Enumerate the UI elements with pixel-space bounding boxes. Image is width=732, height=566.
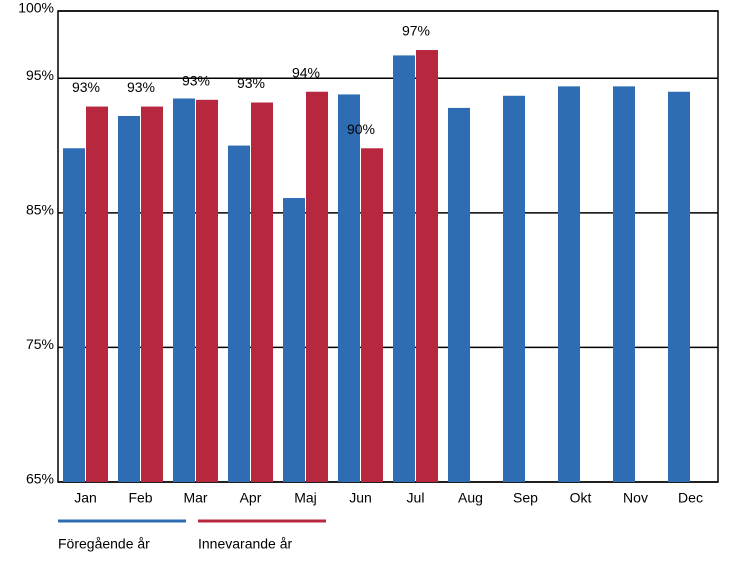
bar [306,91,328,482]
x-tick-label: Maj [294,490,317,506]
bar [503,95,525,482]
data-label: 97% [402,23,430,39]
legend-label: Innevarande år [198,536,293,552]
bar [393,55,415,483]
bar [613,86,635,483]
x-tick-label: Aug [458,490,483,506]
bar [86,106,108,482]
legend-label: Föregående år [58,536,150,552]
data-label: 90% [347,121,375,137]
x-tick-label: Mar [183,490,207,506]
x-tick-label: Feb [128,490,152,506]
data-label: 93% [127,79,155,95]
data-label: 93% [72,79,100,95]
bar [228,145,250,483]
bar [338,94,360,482]
x-tick-label: Jul [407,490,425,506]
bar [361,148,383,482]
bar [118,115,140,483]
y-tick-label: 75% [26,336,54,352]
y-tick-label: 65% [26,471,54,487]
x-tick-label: Okt [570,490,592,506]
x-tick-label: Apr [240,490,262,506]
bar [448,107,470,483]
bar [283,198,305,482]
bar [558,86,580,483]
y-tick-label: 85% [26,202,54,218]
y-tick-label: 95% [26,67,54,83]
y-tick-label: 100% [18,0,54,16]
bar [141,106,163,482]
bar [251,102,273,482]
bar [63,148,85,482]
x-tick-label: Nov [623,490,648,506]
data-label: 94% [292,64,320,80]
x-tick-label: Jun [349,490,372,506]
x-tick-label: Jan [74,490,97,506]
data-label: 93% [237,75,265,91]
bar [416,50,438,482]
x-tick-label: Dec [678,490,703,506]
bar [173,98,195,482]
bar [196,99,218,483]
x-tick-label: Sep [513,490,538,506]
bar [668,91,690,482]
data-label: 93% [182,73,210,89]
